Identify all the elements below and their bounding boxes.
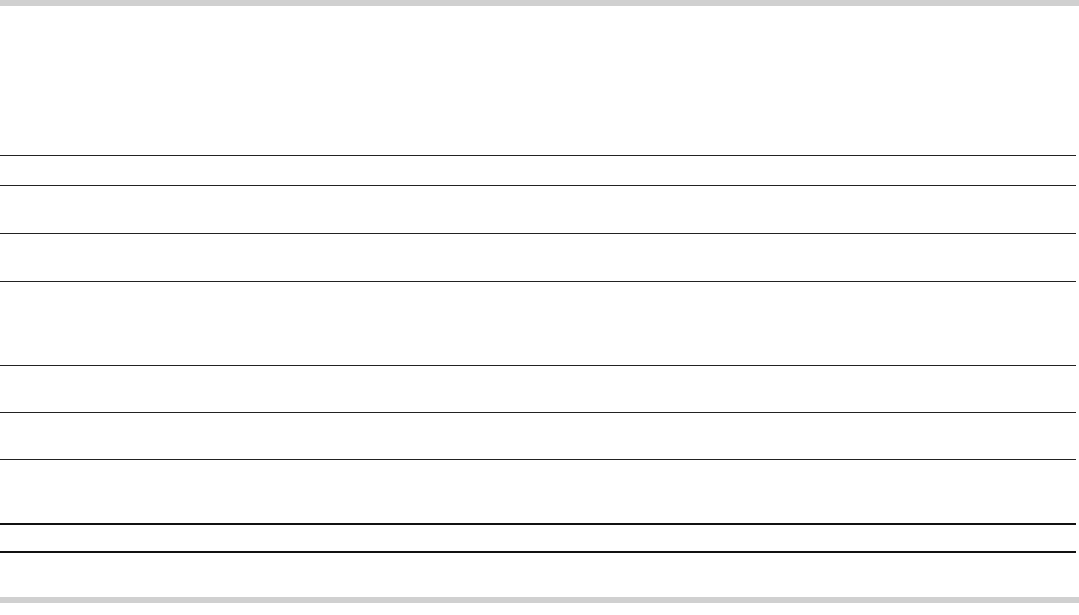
bottom-band [0,597,1079,603]
top-band [0,0,1079,6]
